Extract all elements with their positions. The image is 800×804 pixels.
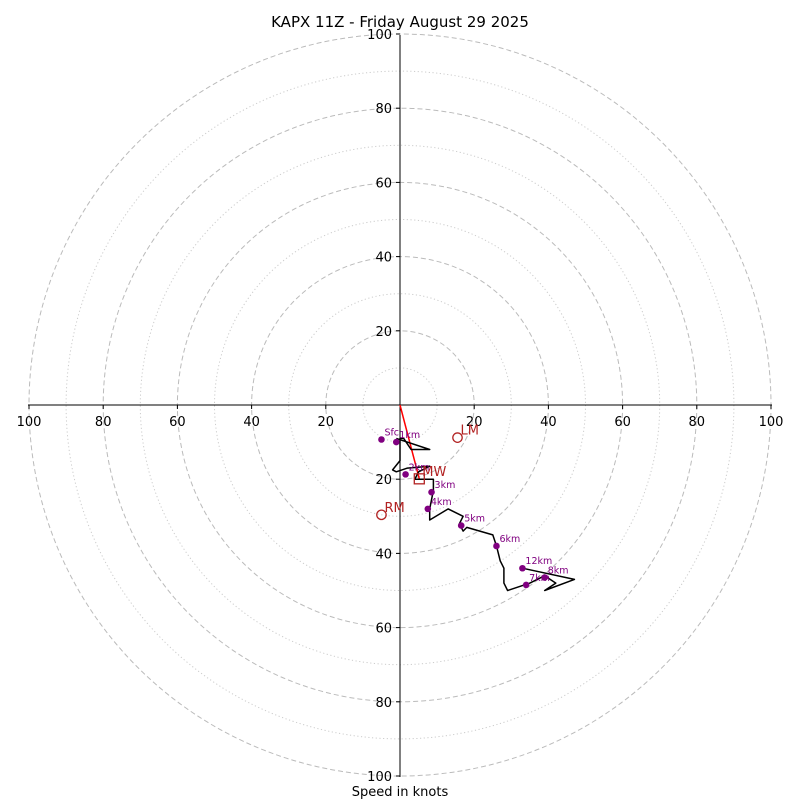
height-marker: [424, 505, 432, 513]
y-tick-label: 20: [375, 473, 392, 488]
height-marker: [519, 564, 526, 572]
y-tick-label: 60: [375, 622, 392, 637]
y-tick-label: 60: [375, 176, 392, 191]
height-marker: [392, 438, 400, 446]
x-tick-label: 60: [614, 415, 631, 430]
x-tick-label: 40: [243, 415, 260, 430]
x-tick-label: 20: [466, 415, 483, 430]
y-tick-label: 80: [375, 102, 392, 117]
x-tick-label: 40: [540, 415, 557, 430]
storm-motion-label: MW: [422, 465, 446, 480]
height-marker: [402, 471, 409, 478]
height-marker: [541, 574, 548, 581]
height-marker: [457, 522, 465, 529]
chart-title: KAPX 11Z - Friday August 29 2025: [271, 13, 529, 31]
height-marker-label: 6km: [499, 534, 520, 545]
shear-vector: [399, 404, 421, 480]
height-marker: [378, 436, 385, 443]
storm-motion-label: RM: [384, 501, 404, 516]
x-tick-label: 80: [689, 415, 706, 430]
x-tick-labels: 100 80 60 40 20 20 40 60 80 100: [17, 405, 784, 430]
height-marker: [428, 488, 435, 496]
storm-motion-markers: LM MW RM: [376, 424, 479, 521]
x-tick-label: 20: [318, 415, 335, 430]
y-tick-label: 100: [367, 770, 392, 785]
height-marker-label: 5km: [464, 514, 485, 525]
x-axis-label: Speed in knots: [352, 785, 449, 800]
y-tick-label: 80: [375, 696, 392, 711]
y-tick-label: 40: [375, 251, 392, 266]
height-marker: [493, 542, 500, 550]
height-marker-label: 4km: [431, 497, 452, 508]
right-mover-marker: [376, 509, 387, 521]
y-tick-label: 20: [375, 325, 392, 340]
x-tick-label: 60: [169, 415, 186, 430]
height-marker-label: 2km: [409, 462, 430, 473]
left-mover-marker: [452, 432, 463, 443]
height-marker-label: Sfc: [384, 428, 399, 439]
height-marker-label: 7km: [529, 573, 550, 584]
height-marker: [522, 581, 530, 589]
shear-vector-line: [399, 404, 421, 480]
mean-wind-marker: [413, 473, 425, 485]
y-tick-labels: 20 40 60 80 100 20 40 60 80 100: [367, 28, 400, 785]
y-tick-label: 40: [375, 547, 392, 562]
y-tick-label: 100: [367, 28, 392, 43]
storm-motion-label: LM: [461, 424, 479, 439]
height-marker-label: 3km: [435, 480, 456, 491]
height-marker-label: 8km: [548, 566, 569, 577]
x-tick-label: 100: [17, 415, 42, 430]
height-marker-label: 1km: [399, 430, 420, 441]
x-tick-label: 80: [95, 415, 112, 430]
x-tick-label: 100: [759, 415, 784, 430]
height-marker-label: 12km: [525, 556, 552, 567]
